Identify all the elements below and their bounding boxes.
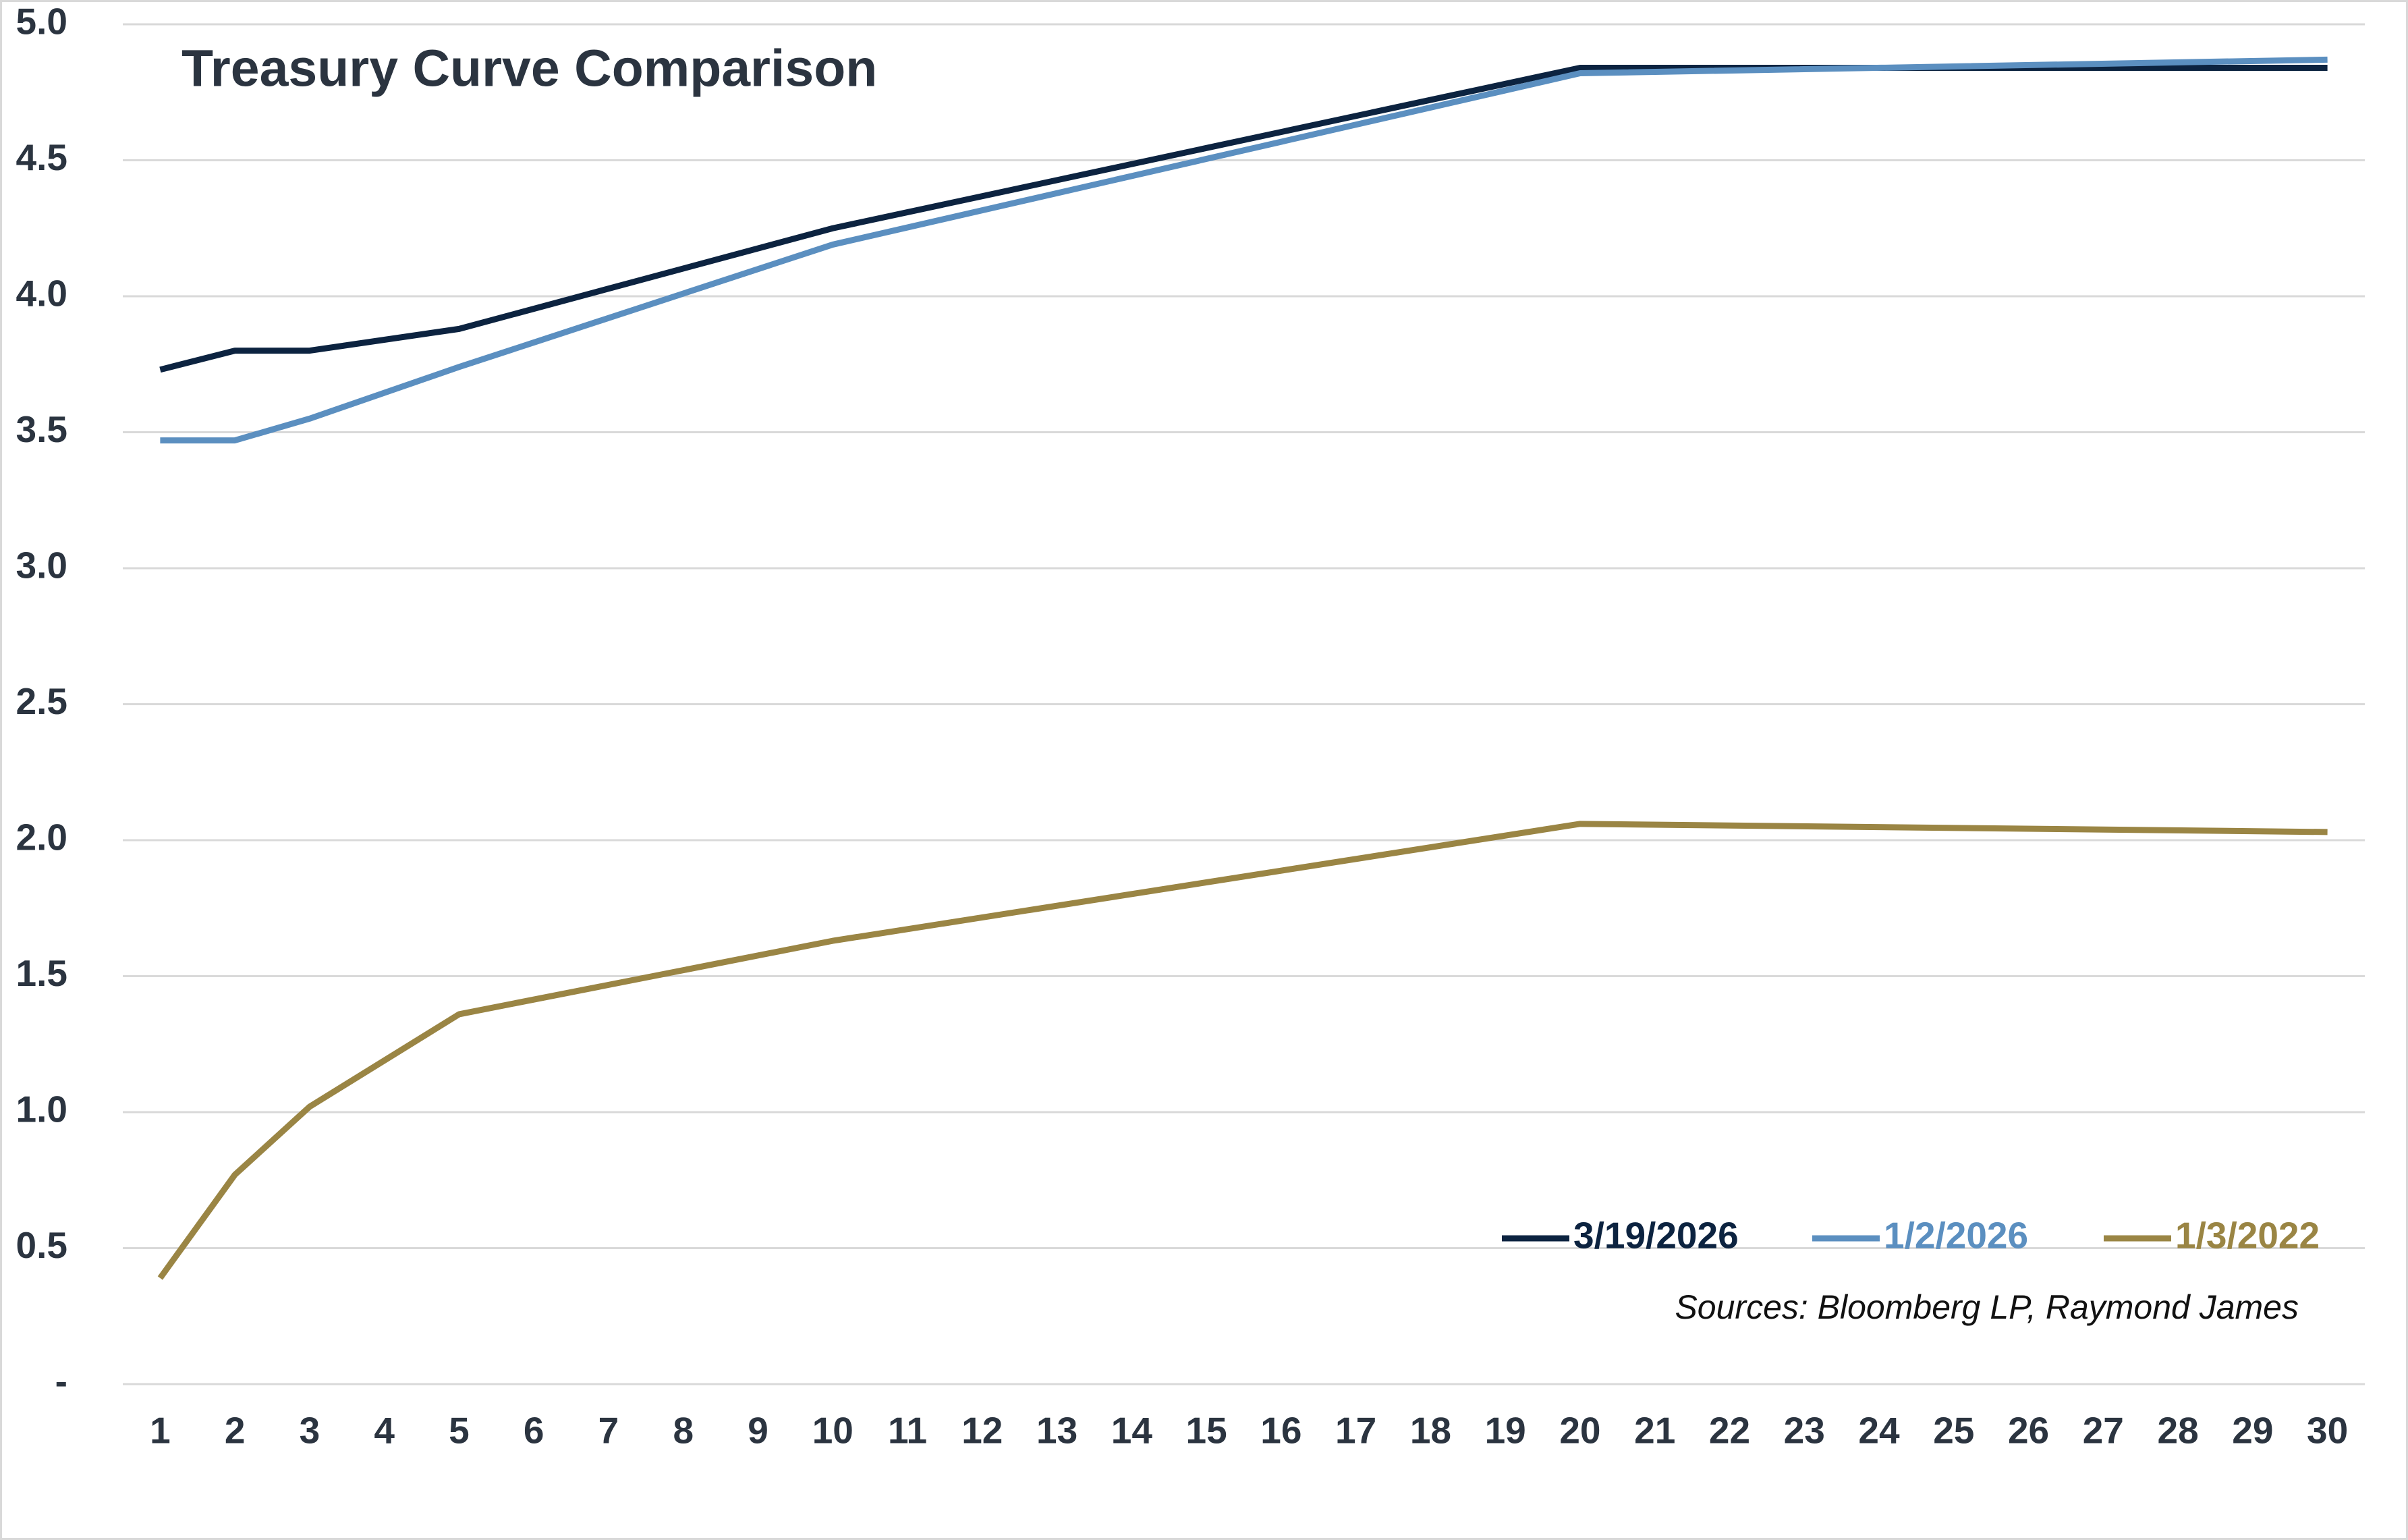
chart-title: Treasury Curve Comparison bbox=[181, 39, 877, 97]
x-tick-label: 27 bbox=[2083, 1410, 2124, 1452]
x-tick-label: 1 bbox=[150, 1410, 171, 1452]
y-tick-label: - bbox=[55, 1360, 67, 1402]
source-note: Sources: Bloomberg LP, Raymond James bbox=[1675, 1288, 2299, 1326]
x-tick-label: 21 bbox=[1634, 1410, 1675, 1452]
x-tick-label: 14 bbox=[1111, 1410, 1153, 1452]
x-tick-label: 29 bbox=[2232, 1410, 2273, 1452]
y-tick-label: 5.0 bbox=[16, 1, 67, 43]
y-tick-label: 2.5 bbox=[16, 680, 67, 722]
x-tick-label: 2 bbox=[225, 1410, 246, 1452]
x-tick-label: 20 bbox=[1559, 1410, 1600, 1452]
legend-label: 1/2/2026 bbox=[1884, 1215, 2028, 1257]
x-tick-label: 13 bbox=[1036, 1410, 1077, 1452]
x-tick-label: 3 bbox=[300, 1410, 320, 1452]
x-tick-label: 16 bbox=[1260, 1410, 1301, 1452]
x-tick-label: 30 bbox=[2307, 1410, 2348, 1452]
x-tick-label: 18 bbox=[1410, 1410, 1451, 1452]
x-tick-label: 10 bbox=[812, 1410, 853, 1452]
x-tick-label: 8 bbox=[673, 1410, 694, 1452]
y-tick-label: 1.0 bbox=[16, 1089, 67, 1130]
grid bbox=[123, 23, 2365, 1385]
y-tick-label: 3.0 bbox=[16, 545, 67, 586]
x-tick-label: 12 bbox=[961, 1410, 1003, 1452]
y-tick-label: 4.0 bbox=[16, 273, 67, 314]
x-tick-label: 5 bbox=[449, 1410, 470, 1452]
x-tick-label: 17 bbox=[1335, 1410, 1376, 1452]
x-tick-label: 23 bbox=[1784, 1410, 1825, 1452]
y-tick-label: 3.5 bbox=[16, 408, 67, 450]
x-tick-label: 28 bbox=[2157, 1410, 2198, 1452]
x-tick-label: 11 bbox=[888, 1410, 927, 1452]
x-tick-label: 19 bbox=[1485, 1410, 1526, 1452]
y-tick-label: 2.0 bbox=[16, 817, 67, 858]
x-tick-label: 22 bbox=[1709, 1410, 1750, 1452]
y-tick-label: 1.5 bbox=[16, 952, 67, 994]
x-tick-label: 15 bbox=[1186, 1410, 1227, 1452]
y-tick-label: 4.5 bbox=[16, 136, 67, 178]
legend-label: 1/3/2022 bbox=[2175, 1215, 2320, 1257]
series-line bbox=[159, 64, 2328, 373]
x-tick-label: 7 bbox=[598, 1410, 619, 1452]
x-tick-label: 9 bbox=[748, 1410, 768, 1452]
x-tick-label: 24 bbox=[1858, 1410, 1900, 1452]
x-tick-label: 4 bbox=[374, 1410, 395, 1452]
series-line bbox=[157, 821, 2328, 1280]
series-line bbox=[160, 56, 2328, 444]
legend-label: 3/19/2026 bbox=[1573, 1215, 1739, 1257]
x-tick-label: 25 bbox=[1933, 1410, 1974, 1452]
x-tick-label: 6 bbox=[524, 1410, 544, 1452]
y-tick-label: 0.5 bbox=[16, 1224, 67, 1266]
x-tick-label: 26 bbox=[2008, 1410, 2049, 1452]
